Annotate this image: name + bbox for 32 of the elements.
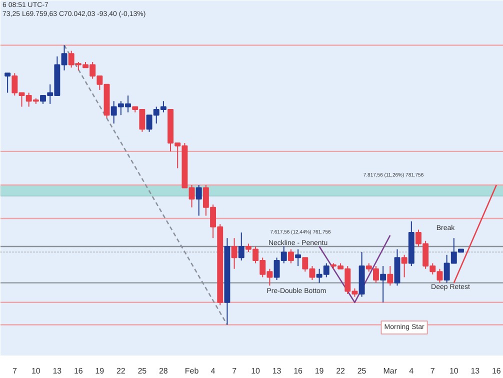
candlestick	[4, 72, 11, 94]
x-tick-label: 19	[314, 366, 324, 376]
x-tick-label: 22	[336, 366, 346, 376]
x-tick-label: Mar	[383, 366, 398, 376]
x-tick-label: 16	[492, 366, 502, 376]
x-tick-label: 13	[470, 366, 480, 376]
x-tick-label: 13	[52, 366, 62, 376]
candlestick	[238, 232, 244, 261]
x-tick-label: 7	[232, 366, 238, 376]
candlestick	[401, 254, 408, 278]
x-tick-label: 4	[210, 366, 216, 376]
x-tick-label: 10	[449, 366, 459, 376]
x-tick-label: 28	[158, 366, 168, 376]
candlestick	[387, 266, 394, 286]
x-tick-label: 7	[430, 366, 436, 376]
x-tick-label: 10	[31, 366, 41, 376]
candlestick	[288, 248, 294, 264]
x-tick-label: 10	[251, 366, 261, 376]
candlestick	[380, 266, 386, 303]
x-tick-label: 7	[12, 366, 18, 376]
candlestick	[295, 248, 302, 267]
x-tick-label: Feb	[184, 366, 200, 376]
x-tick-label: 16	[294, 366, 304, 376]
x-tick-label: 13	[272, 366, 282, 376]
x-tick-label: 25	[138, 366, 148, 376]
x-tick-label: 16	[74, 366, 84, 376]
x-tick-label: 25	[357, 366, 367, 376]
x-tick-label: 19	[95, 366, 105, 376]
x-tick-label: 4	[409, 366, 414, 376]
candlestick	[231, 238, 238, 270]
candlestick	[196, 184, 202, 216]
x-tick-label: 22	[116, 366, 126, 376]
